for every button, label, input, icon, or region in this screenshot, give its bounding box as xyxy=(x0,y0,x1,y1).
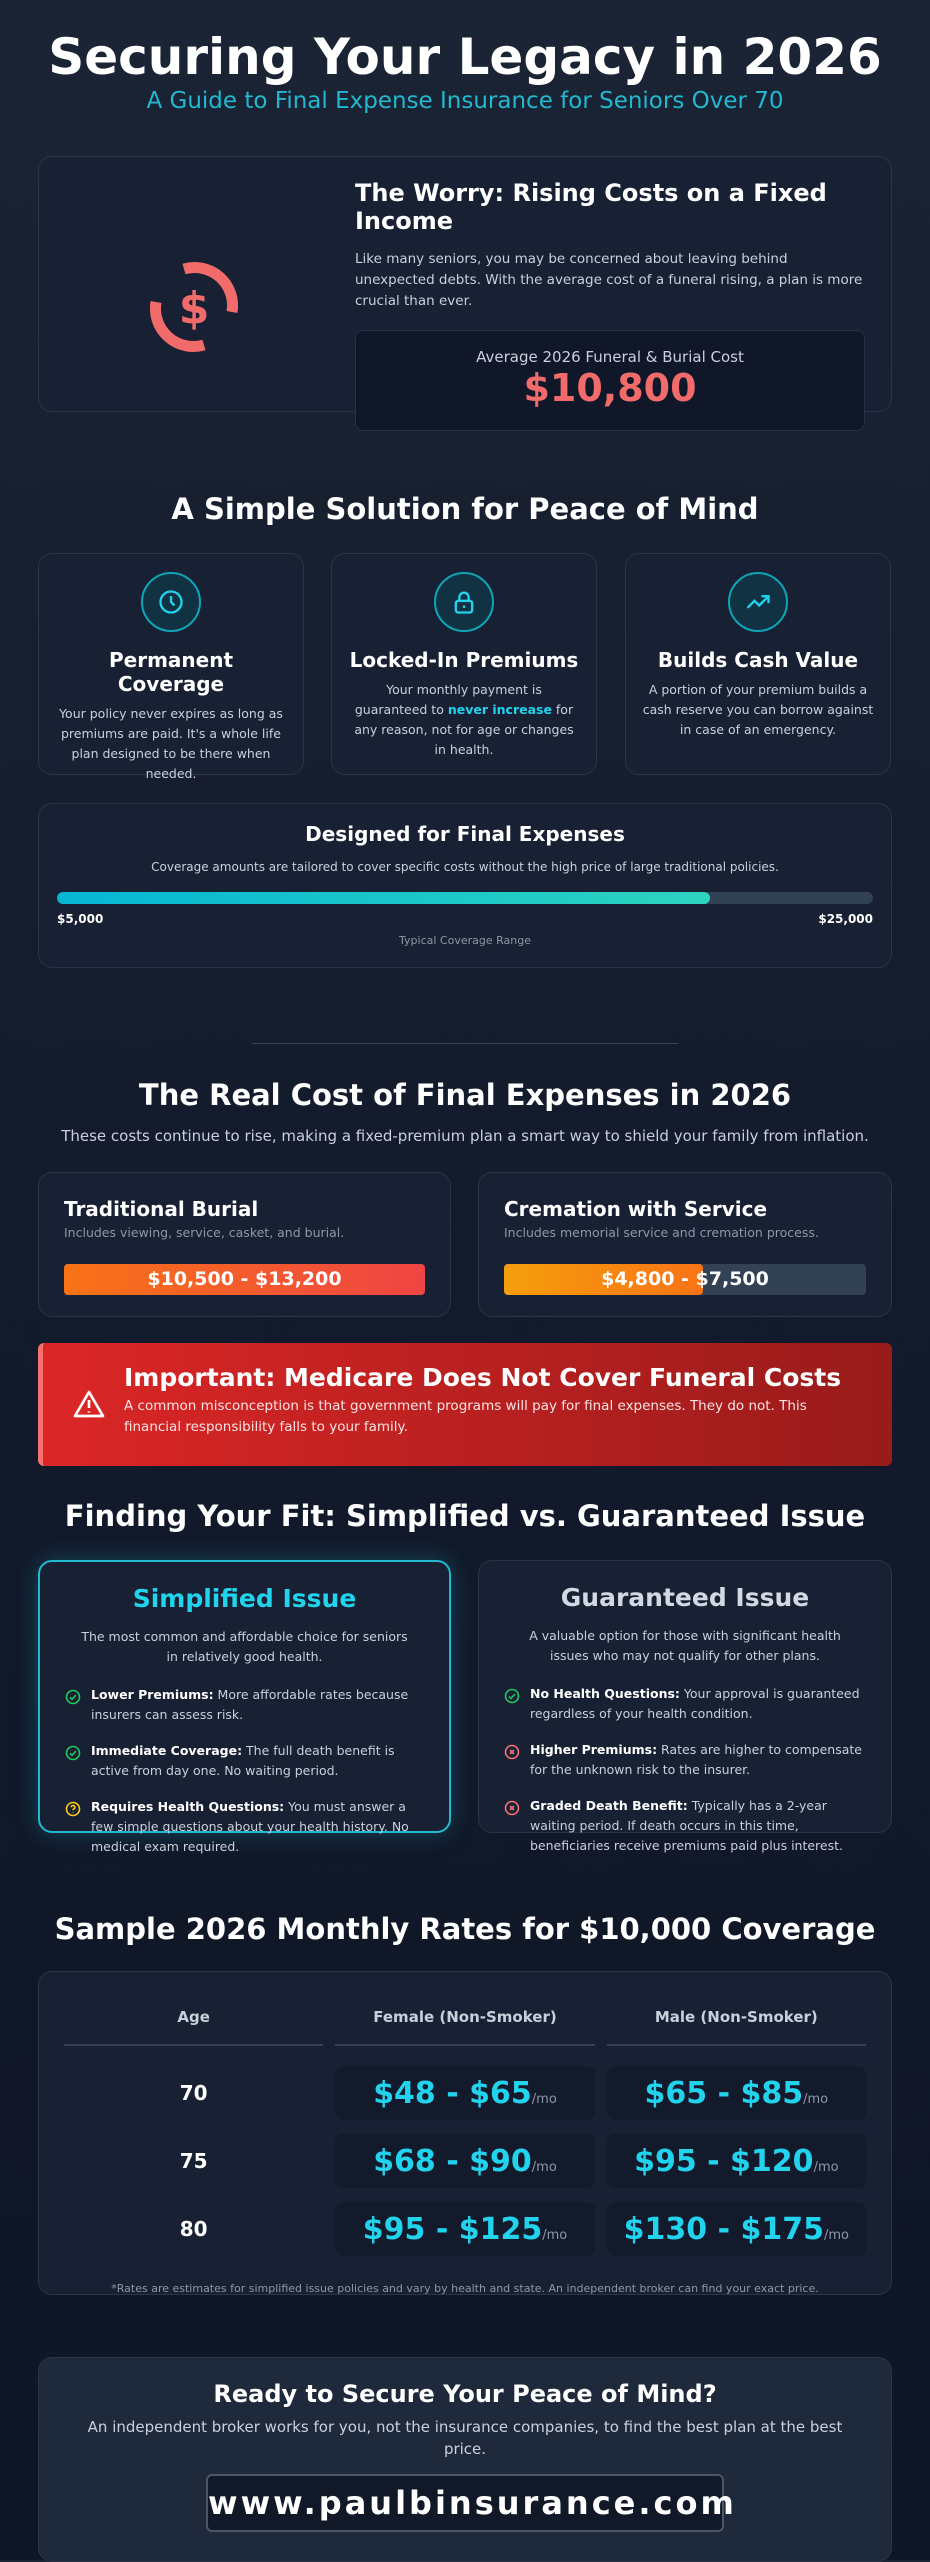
guaranteed-issue-card: Guaranteed Issue A valuable option for t… xyxy=(478,1560,892,1853)
cost-range: $10,500 - $13,200 xyxy=(147,1268,342,1290)
plan-feature-item: Lower Premiums: More affordable rates be… xyxy=(65,1685,424,1725)
cta-body: An independent broker works for you, not… xyxy=(87,2418,843,2458)
age-cell: 70 xyxy=(179,2081,208,2105)
feature-card-permanent: Permanent Coverage Your policy never exp… xyxy=(38,553,304,781)
plan-feature-item: Immediate Coverage: The full death benef… xyxy=(65,1741,424,1781)
cost-bar: $10,500 - $13,200 xyxy=(64,1264,425,1295)
clock-icon xyxy=(141,572,201,632)
stat-box: Average 2026 Funeral & Burial Cost $10,8… xyxy=(355,330,865,431)
warning-icon xyxy=(73,1390,105,1418)
cost-bar-fill xyxy=(504,1264,704,1295)
plan-feature-item: No Health Questions: Your approval is gu… xyxy=(504,1684,866,1724)
cta-title: Ready to Secure Your Peace of Mind? xyxy=(213,2380,717,2408)
alert-title: Important: Medicare Does Not Cover Funer… xyxy=(124,1363,842,1392)
plan-title: Simplified Issue xyxy=(132,1584,357,1613)
cost-card-burial: Traditional Burial Includes viewing, ser… xyxy=(38,1172,451,1317)
cost-bar-fill xyxy=(64,1264,425,1295)
solution-heading: A Simple Solution for Peace of Mind xyxy=(171,492,759,526)
feature-card-locked: Locked-In Premiums Your monthly payment … xyxy=(331,553,597,775)
plan-features: No Health Questions: Your approval is gu… xyxy=(504,1684,866,1856)
feature-body: Your monthly payment is guaranteed to ne… xyxy=(354,682,574,757)
column-header-female: Female (Non-Smoker) xyxy=(335,2008,595,2046)
cost-card-cremation: Cremation with Service Includes memorial… xyxy=(478,1172,892,1317)
stat-value: $10,800 xyxy=(523,366,697,410)
male-rate-cell: $65 - $85/mo xyxy=(606,2066,866,2120)
plan-features: Lower Premiums: More affordable rates be… xyxy=(65,1685,424,1857)
cost-desc: Includes viewing, service, casket, and b… xyxy=(64,1225,345,1240)
fit-heading: Finding Your Fit: Simplified vs. Guarant… xyxy=(64,1499,866,1533)
x-circle-icon xyxy=(504,1800,520,1856)
plan-desc: The most common and affordable choice fo… xyxy=(81,1629,408,1664)
range-body: Coverage amounts are tailored to cover s… xyxy=(151,860,779,874)
plan-desc: A valuable option for those with signifi… xyxy=(529,1628,841,1663)
rates-rows: 70 $48 - $65/mo $65 - $85/mo 75 $68 - $90… xyxy=(64,2066,866,2256)
website-link[interactable]: www.paulbinsurance.com xyxy=(206,2474,734,2532)
divider xyxy=(252,1043,678,1044)
cost-bar: $4,800 - $7,500 xyxy=(504,1264,866,1295)
column-header-age: Age xyxy=(64,2008,324,2046)
question-circle-icon xyxy=(65,1801,81,1857)
age-cell: 75 xyxy=(179,2149,208,2173)
alert-body: A common misconception is that governmen… xyxy=(124,1398,807,1435)
cost-desc: Includes memorial service and cremation … xyxy=(504,1225,819,1240)
trend-up-icon xyxy=(728,572,788,632)
range-min: $5,000 xyxy=(57,912,104,926)
coverage-range-fill xyxy=(57,892,710,904)
plan-feature-item: Graded Death Benefit: Typically has a 2-… xyxy=(504,1796,866,1856)
feature-title: Permanent Coverage xyxy=(108,648,234,696)
worry-body: Like many seniors, you may be concerned … xyxy=(355,251,863,309)
stat-label: Average 2026 Funeral & Burial Cost xyxy=(476,348,744,366)
check-circle-icon xyxy=(65,1745,81,1781)
costs-heading: The Real Cost of Final Expenses in 2026 xyxy=(138,1078,792,1112)
range-caption: Typical Coverage Range xyxy=(399,934,531,947)
simplified-issue-card: Simplified Issue The most common and aff… xyxy=(38,1560,451,1854)
female-rate-cell: $48 - $65/mo xyxy=(335,2066,595,2120)
cost-range: $4,800 - $7,500 xyxy=(601,1268,769,1290)
check-circle-icon xyxy=(504,1688,520,1724)
check-circle-icon xyxy=(65,1689,81,1725)
range-title: Designed for Final Expenses xyxy=(305,822,625,846)
worry-title: The Worry: Rising Costs on a Fixed Incom… xyxy=(355,179,827,235)
header: Securing Your Legacy in 2026 A Guide to … xyxy=(0,28,930,114)
worry-card: $ The Worry: Rising Costs on a Fixed Inc… xyxy=(38,156,892,431)
feature-title: Builds Cash Value xyxy=(657,648,859,672)
cost-title: Traditional Burial xyxy=(64,1197,259,1221)
dollar-cycle-icon: $ xyxy=(149,262,239,352)
cost-title: Cremation with Service xyxy=(504,1197,768,1221)
feature-body: A portion of your premium builds a cash … xyxy=(642,682,874,737)
plan-feature-item: Higher Premiums: Rates are higher to com… xyxy=(504,1740,866,1780)
page-title: Securing Your Legacy in 2026 xyxy=(48,28,882,86)
page-subtitle: A Guide to Final Expense Insurance for S… xyxy=(146,88,784,114)
male-rate-cell: $95 - $120/mo xyxy=(606,2134,866,2188)
coverage-range-card: Designed for Final Expenses Coverage amo… xyxy=(38,803,892,968)
plan-title: Guaranteed Issue xyxy=(560,1583,810,1612)
range-max: $25,000 xyxy=(818,912,873,926)
feature-body: Your policy never expires as long as pre… xyxy=(59,706,283,781)
coverage-range-bar xyxy=(57,892,873,904)
age-cell: 80 xyxy=(179,2217,208,2241)
column-header-male: Male (Non-Smoker) xyxy=(606,2008,866,2046)
male-rate-cell: $130 - $175/mo xyxy=(606,2202,866,2256)
rates-note: *Rates are estimates for simplified issu… xyxy=(111,2282,819,2295)
cta-card: Ready to Secure Your Peace of Mind? An i… xyxy=(38,2357,892,2562)
female-rate-cell: $68 - $90/mo xyxy=(335,2134,595,2188)
medicare-alert: Important: Medicare Does Not Cover Funer… xyxy=(38,1343,892,1466)
feature-card-cash: Builds Cash Value A portion of your prem… xyxy=(625,553,891,775)
svg-text:$: $ xyxy=(179,283,210,334)
lock-icon xyxy=(434,572,494,632)
plan-feature-item: Requires Health Questions: You must answ… xyxy=(65,1797,424,1857)
x-circle-icon xyxy=(504,1744,520,1780)
costs-subtitle: These costs continue to rise, making a f… xyxy=(61,1127,869,1145)
rates-table: Age Female (Non-Smoker) Male (Non-Smoker… xyxy=(38,1971,892,2295)
female-rate-cell: $95 - $125/mo xyxy=(335,2202,595,2256)
rates-heading: Sample 2026 Monthly Rates for $10,000 Co… xyxy=(54,1912,876,1946)
feature-title: Locked-In Premiums xyxy=(349,648,579,672)
